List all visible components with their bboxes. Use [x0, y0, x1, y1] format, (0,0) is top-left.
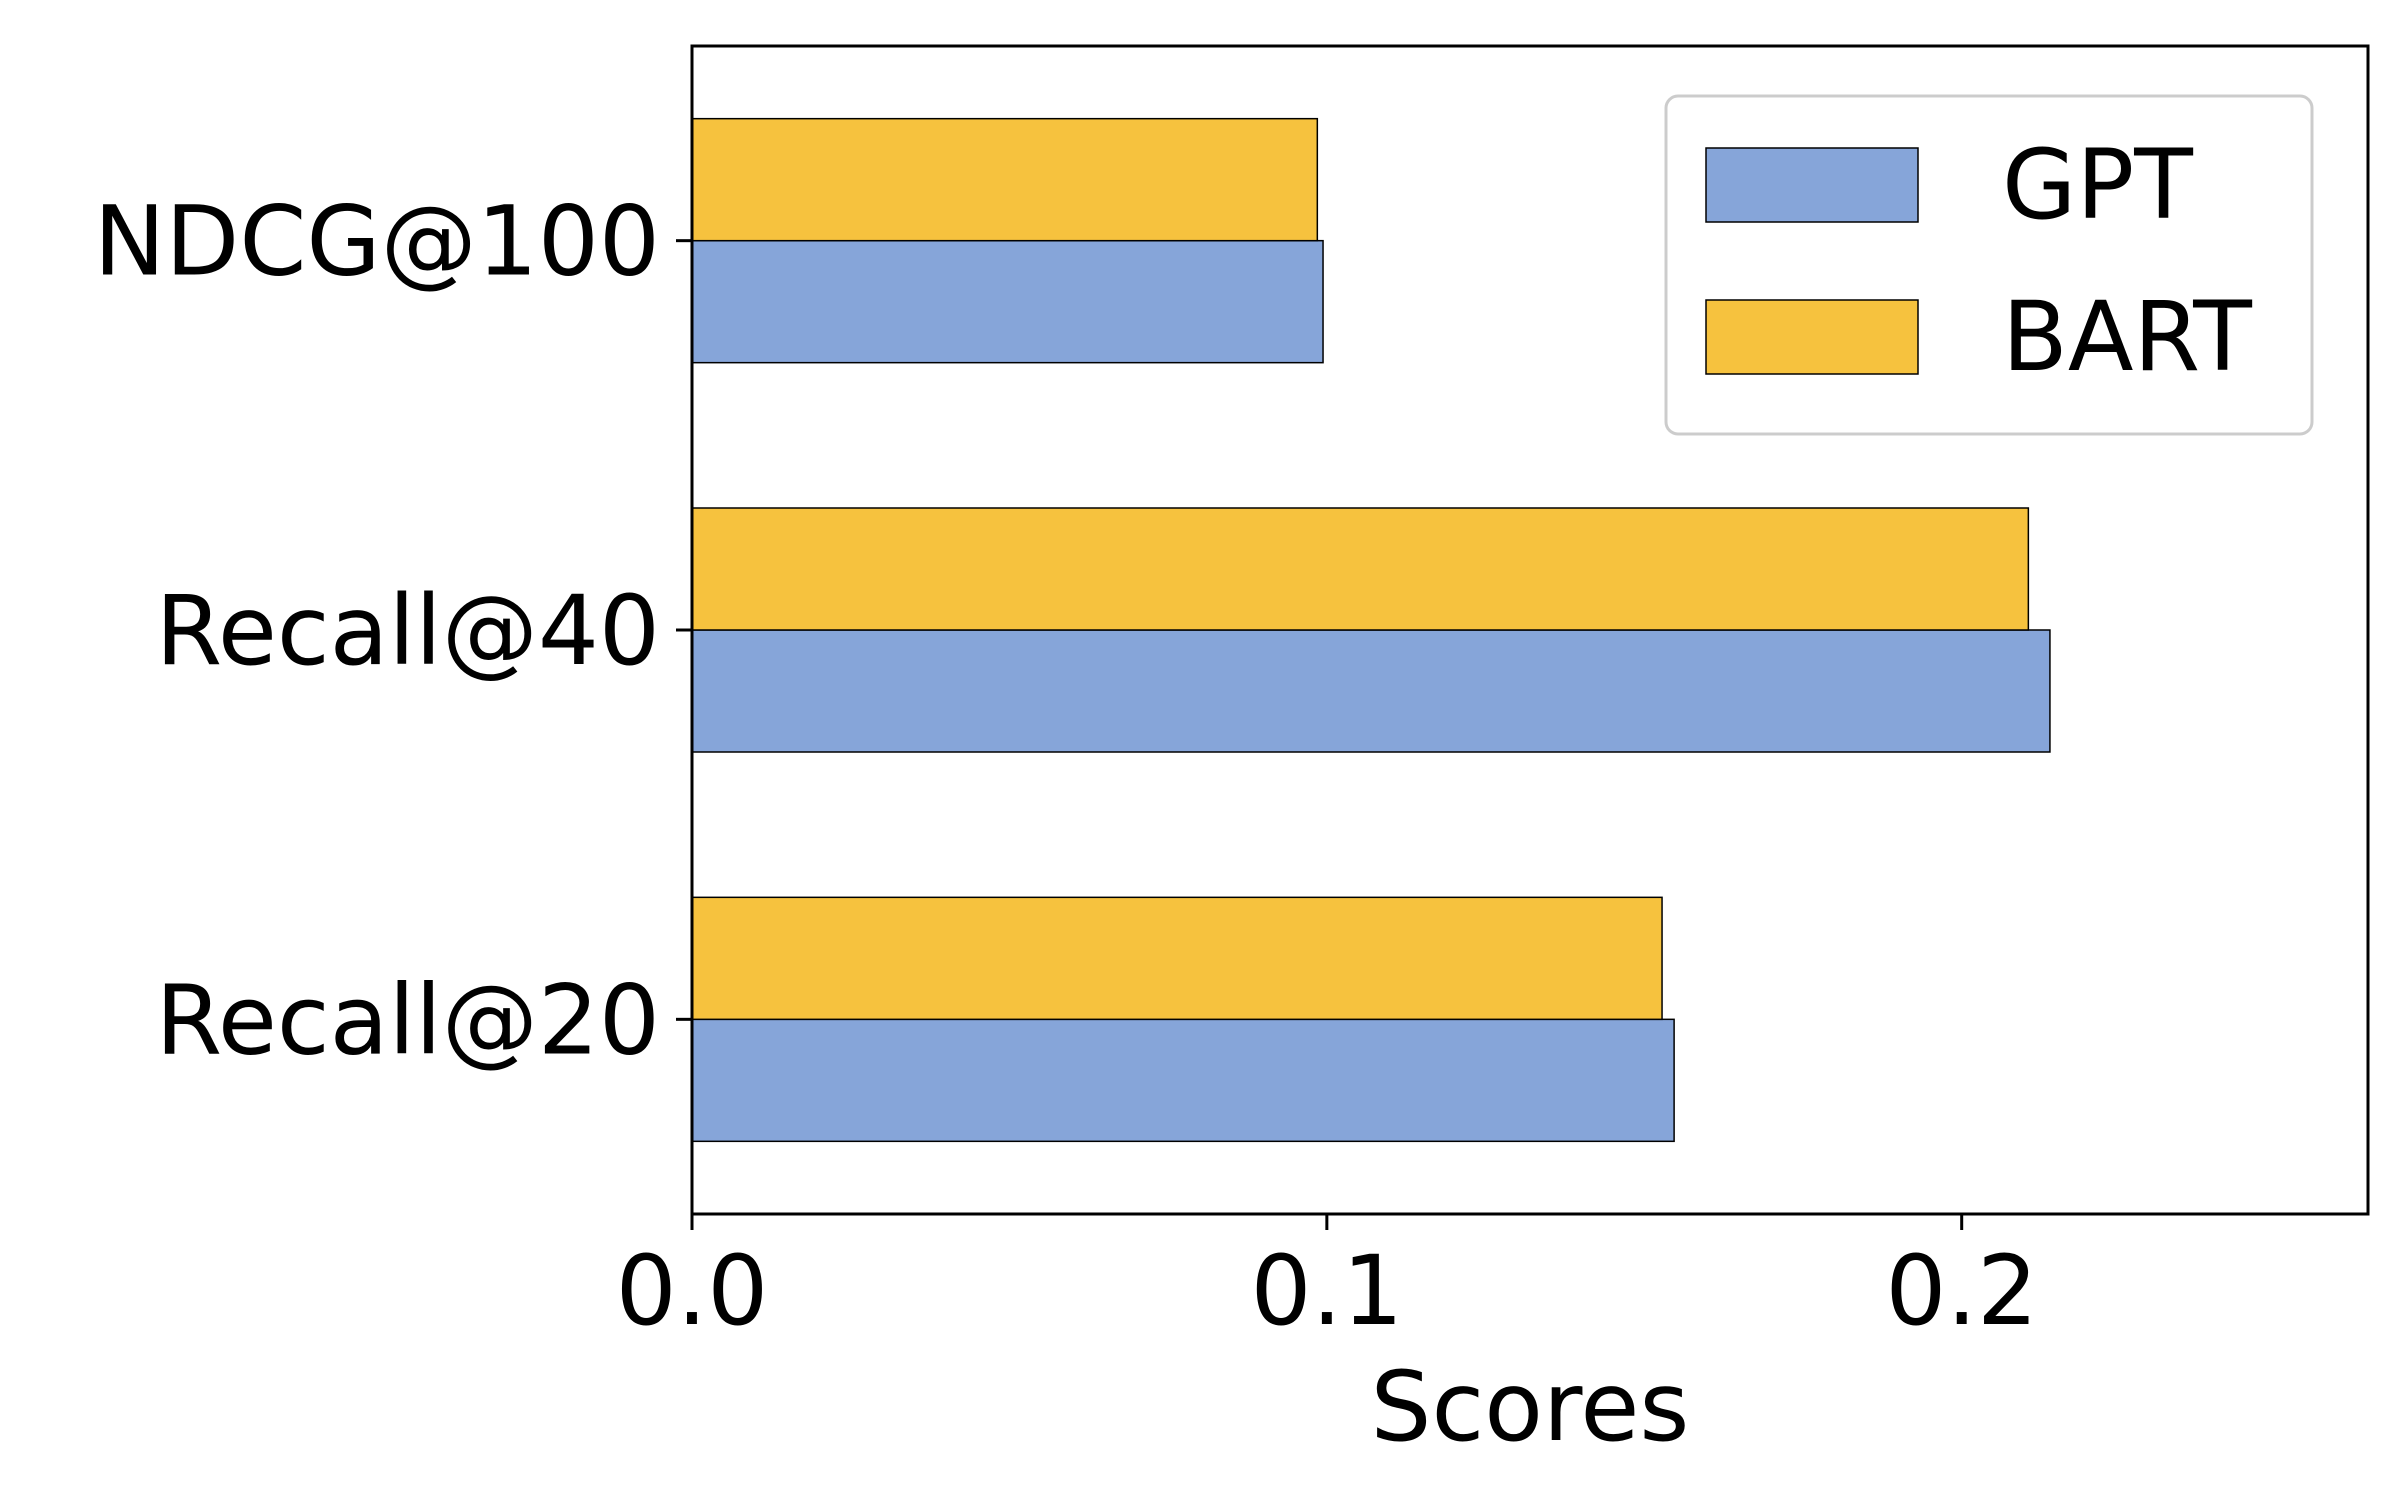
bar-gpt-recall-40 — [691, 629, 2051, 753]
bar-bart-recall-20 — [691, 896, 1663, 1021]
bar-bart-ndcg-100 — [691, 117, 1319, 242]
x-tick-label-0-0: 0.0 — [616, 1235, 769, 1347]
legend-label-gpt: GPT — [2002, 129, 2193, 241]
y-tick-label-recall-40: Recall@40 — [155, 575, 660, 687]
x-tick-label-0-2: 0.2 — [1885, 1235, 2038, 1347]
y-tick-label-ndcg-100: NDCG@100 — [94, 186, 660, 298]
x-axis: 0.0 0.1 0.2 — [616, 1214, 2038, 1347]
x-axis-title: Scores — [1371, 1351, 1690, 1463]
bar-bart-recall-40 — [691, 507, 2030, 631]
legend: GPT BART — [1664, 94, 2314, 436]
x-tick-label-0-1: 0.1 — [1251, 1235, 1404, 1347]
legend-swatch-gpt — [1705, 147, 1919, 223]
bar-gpt-ndcg-100 — [691, 239, 1324, 364]
legend-label-bart: BART — [2002, 281, 2252, 393]
y-tick-label-recall-20: Recall@20 — [155, 964, 660, 1076]
bars-layer — [691, 117, 2051, 1143]
bar-gpt-recall-20 — [691, 1018, 1675, 1143]
legend-swatch-bart — [1705, 299, 1919, 375]
y-axis: Recall@20 Recall@40 NDCG@100 — [94, 186, 692, 1076]
